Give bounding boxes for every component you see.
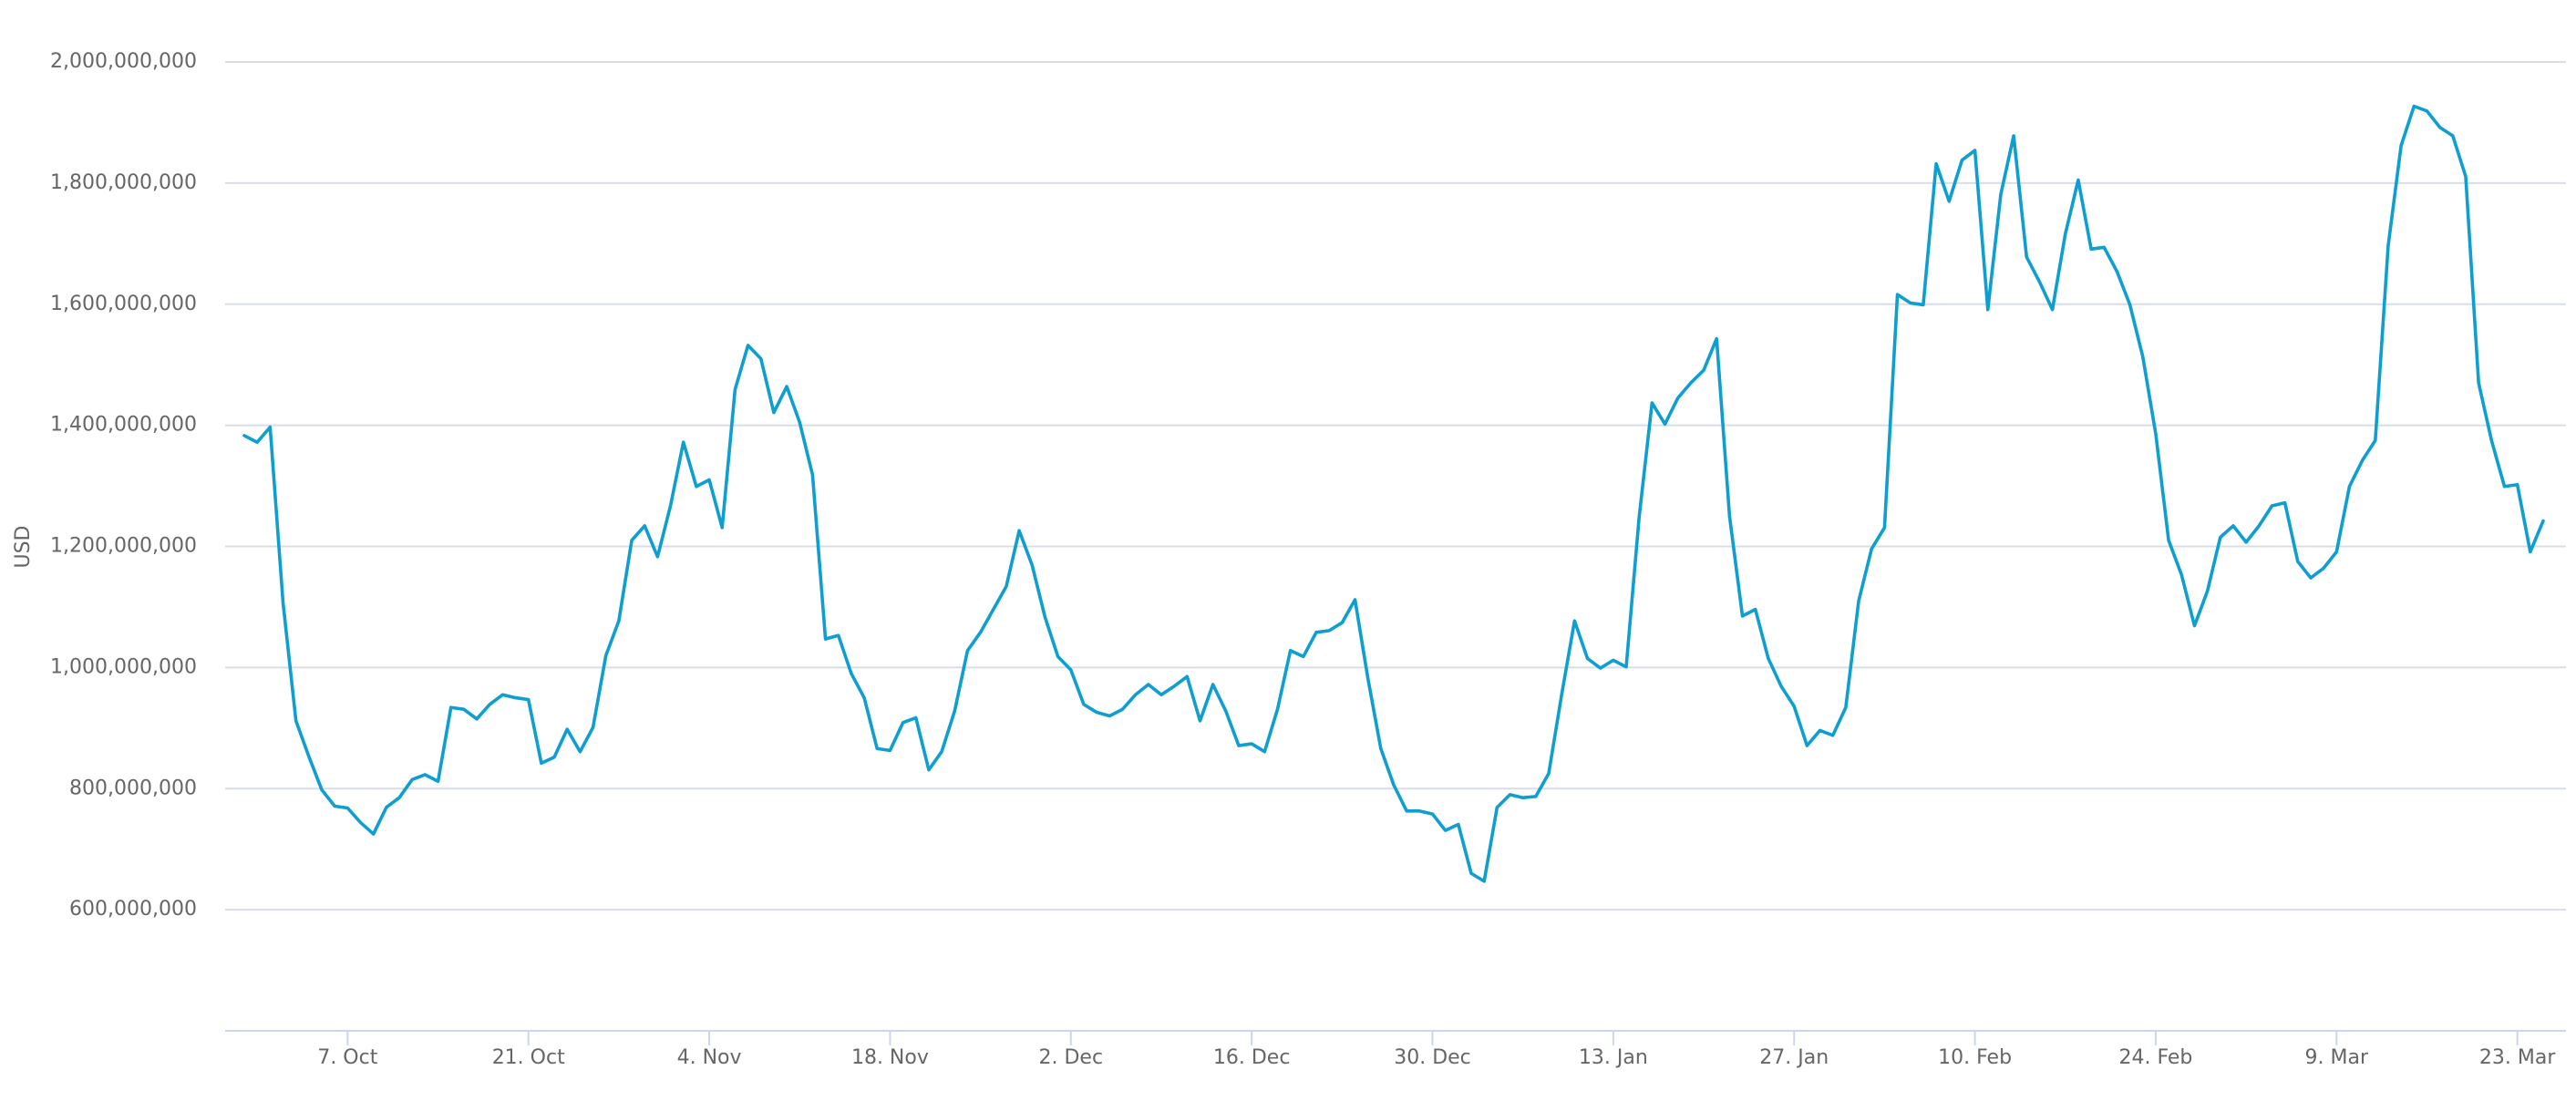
x-tick-label: 23. Mar — [2479, 1046, 2556, 1069]
x-tick-label: 4. Nov — [677, 1046, 742, 1069]
x-tick-label: 30. Dec — [1394, 1046, 1471, 1069]
y-tick-label: 1,000,000,000 — [50, 655, 197, 678]
x-tick-label: 7. Oct — [317, 1046, 377, 1069]
y-tick-label: 1,200,000,000 — [50, 535, 197, 558]
y-tick-label: 1,800,000,000 — [50, 171, 197, 194]
x-tick-label: 18. Nov — [851, 1046, 929, 1069]
x-tick-label: 21. Oct — [492, 1046, 565, 1069]
x-tick-label: 2. Dec — [1039, 1046, 1104, 1069]
data-line — [242, 104, 2545, 883]
y-axis-title: USD — [12, 525, 35, 568]
y-tick-label: 800,000,000 — [69, 777, 197, 799]
x-tick-label: 16. Dec — [1213, 1046, 1291, 1069]
x-tick-label: 27. Jan — [1759, 1046, 1829, 1069]
y-tick-label: 1,600,000,000 — [50, 293, 197, 315]
x-tick-label: 10. Feb — [1938, 1046, 2012, 1069]
y-tick-label: 600,000,000 — [69, 898, 197, 921]
x-tick-label: 9. Mar — [2305, 1046, 2369, 1069]
y-tick-label: 1,400,000,000 — [50, 414, 197, 437]
x-tick-label: 24. Feb — [2118, 1046, 2192, 1069]
x-tick-label: 13. Jan — [1579, 1046, 1648, 1069]
y-tick-label: 2,000,000,000 — [50, 50, 197, 73]
